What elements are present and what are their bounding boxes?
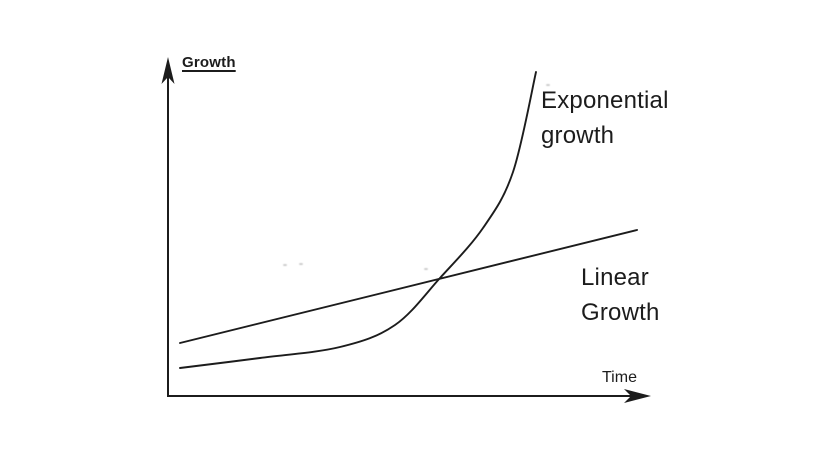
- scan-artifact: [424, 268, 428, 270]
- exponential-curve: [179, 71, 537, 369]
- y-axis-label: Growth: [182, 54, 236, 71]
- linear-growth-label-line2: Growth: [581, 299, 660, 326]
- scan-artifact: [283, 264, 287, 266]
- x-axis-arrowhead-icon: [624, 389, 651, 403]
- exponential-growth-label-line2: growth: [541, 122, 615, 149]
- scan-artifact: [299, 263, 303, 265]
- exponential-growth-label-line1: Exponential: [541, 87, 669, 114]
- x-axis-label: Time: [602, 369, 637, 386]
- linear-line: [179, 229, 638, 344]
- linear-growth-label-line1: Linear: [581, 264, 649, 291]
- exponential-growth-label: Exponential growth: [541, 83, 669, 153]
- y-axis-arrowhead-icon: [161, 57, 175, 84]
- scan-artifact: [546, 84, 550, 86]
- linear-growth-label: Linear Growth: [581, 260, 660, 330]
